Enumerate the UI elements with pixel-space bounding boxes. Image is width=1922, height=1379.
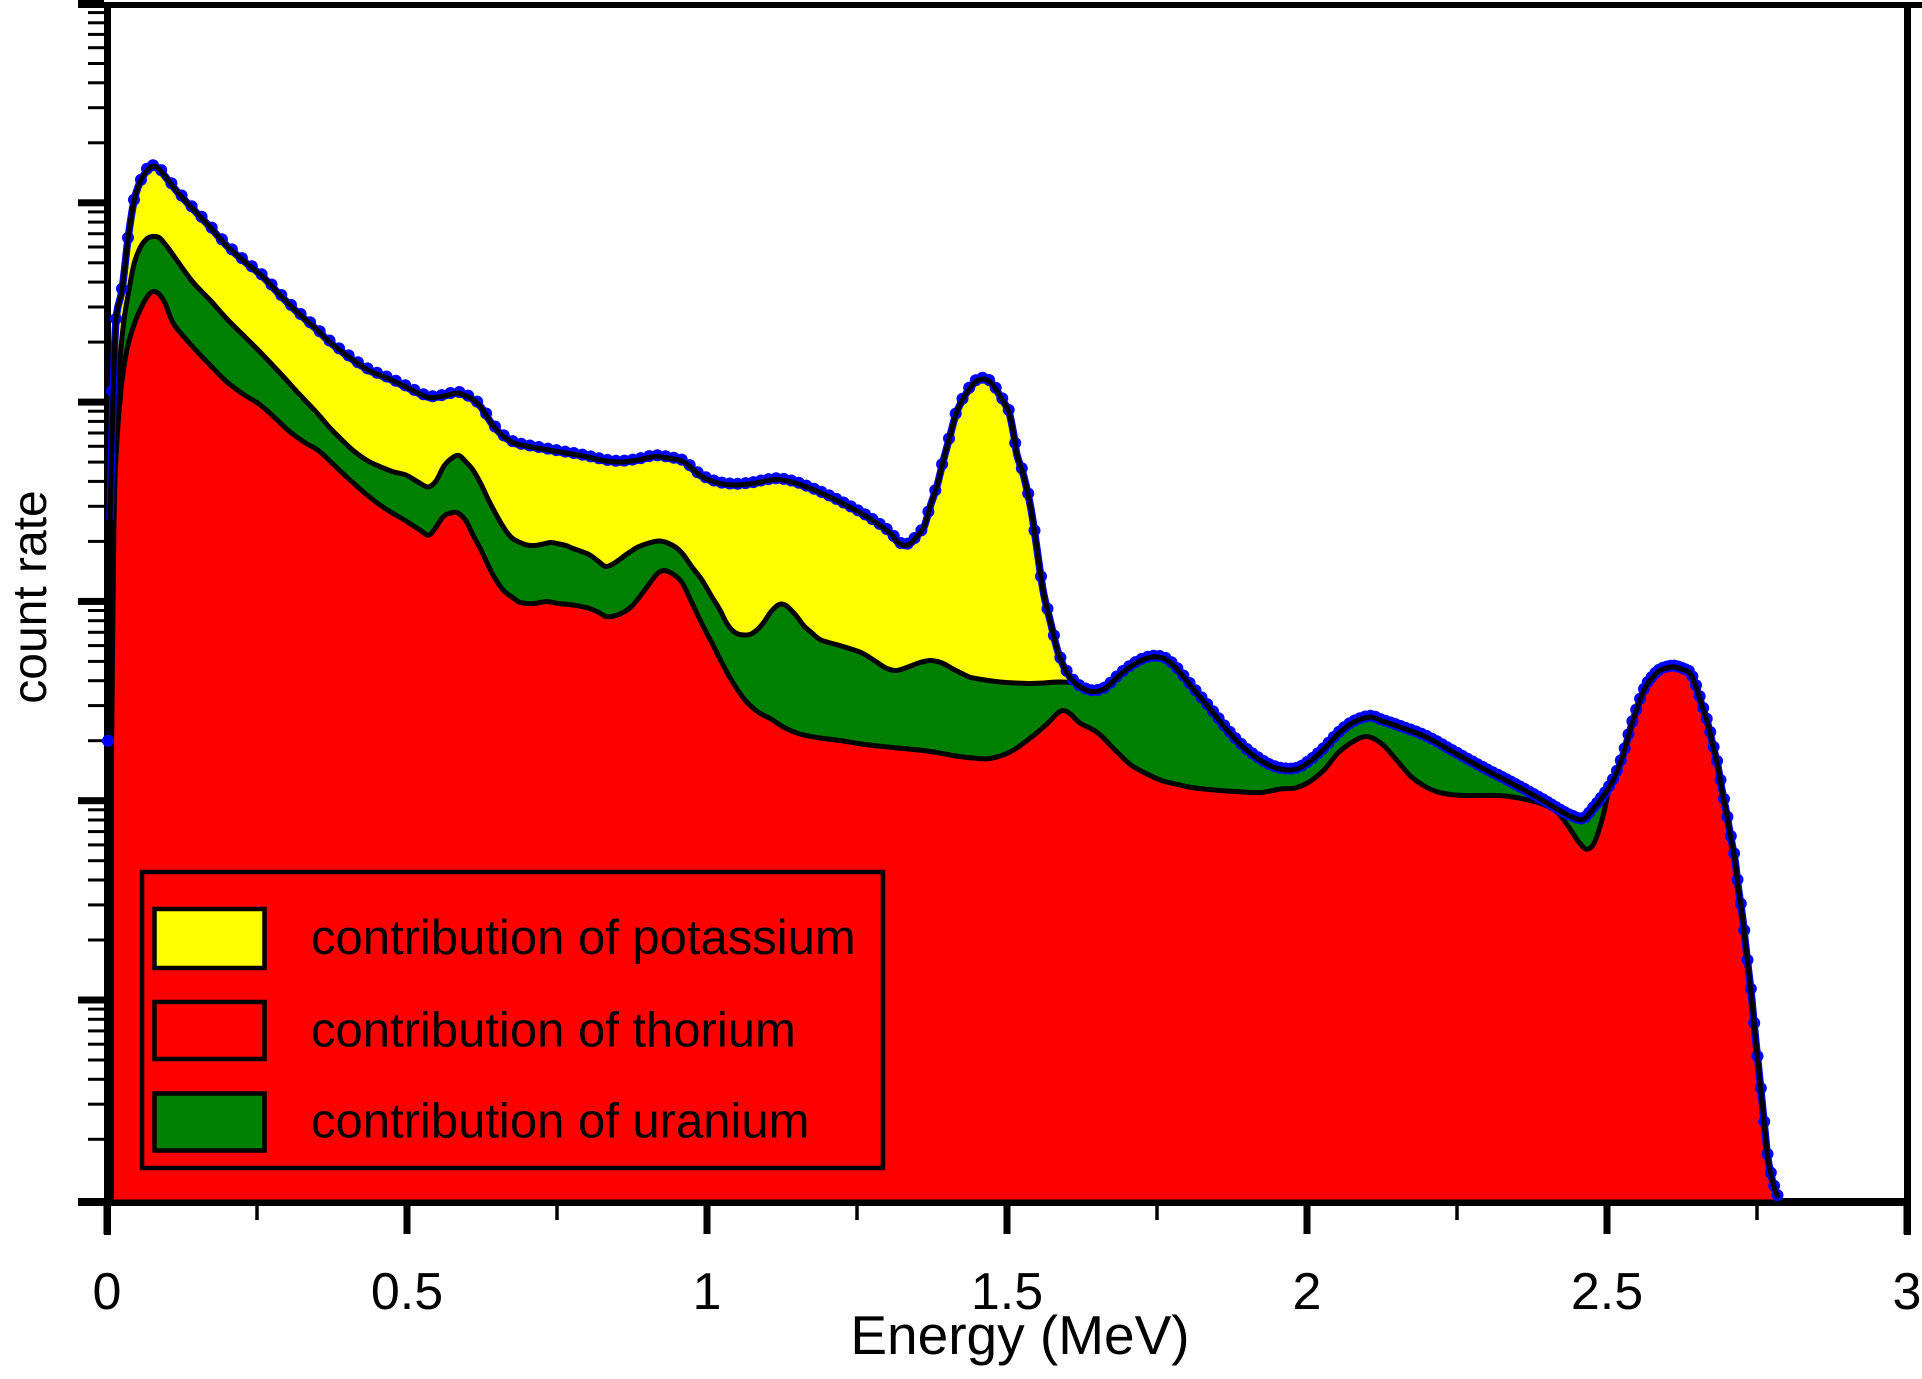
svg-text:contribution of thorium: contribution of thorium: [311, 1004, 796, 1058]
svg-text:contribution of uranium: contribution of uranium: [311, 1095, 809, 1149]
svg-text:1: 1: [693, 1263, 722, 1321]
svg-text:0.5: 0.5: [371, 1263, 443, 1321]
svg-text:Energy (MeV): Energy (MeV): [850, 1304, 1189, 1366]
svg-text:count rate: count rate: [4, 490, 57, 703]
svg-text:2: 2: [1293, 1263, 1322, 1321]
svg-text:contribution of potassium: contribution of potassium: [311, 911, 856, 965]
svg-text:3: 3: [1893, 1263, 1922, 1321]
svg-text:1.5: 1.5: [971, 1263, 1043, 1321]
svg-text:2.5: 2.5: [1571, 1263, 1643, 1321]
svg-text:0: 0: [93, 1263, 122, 1321]
